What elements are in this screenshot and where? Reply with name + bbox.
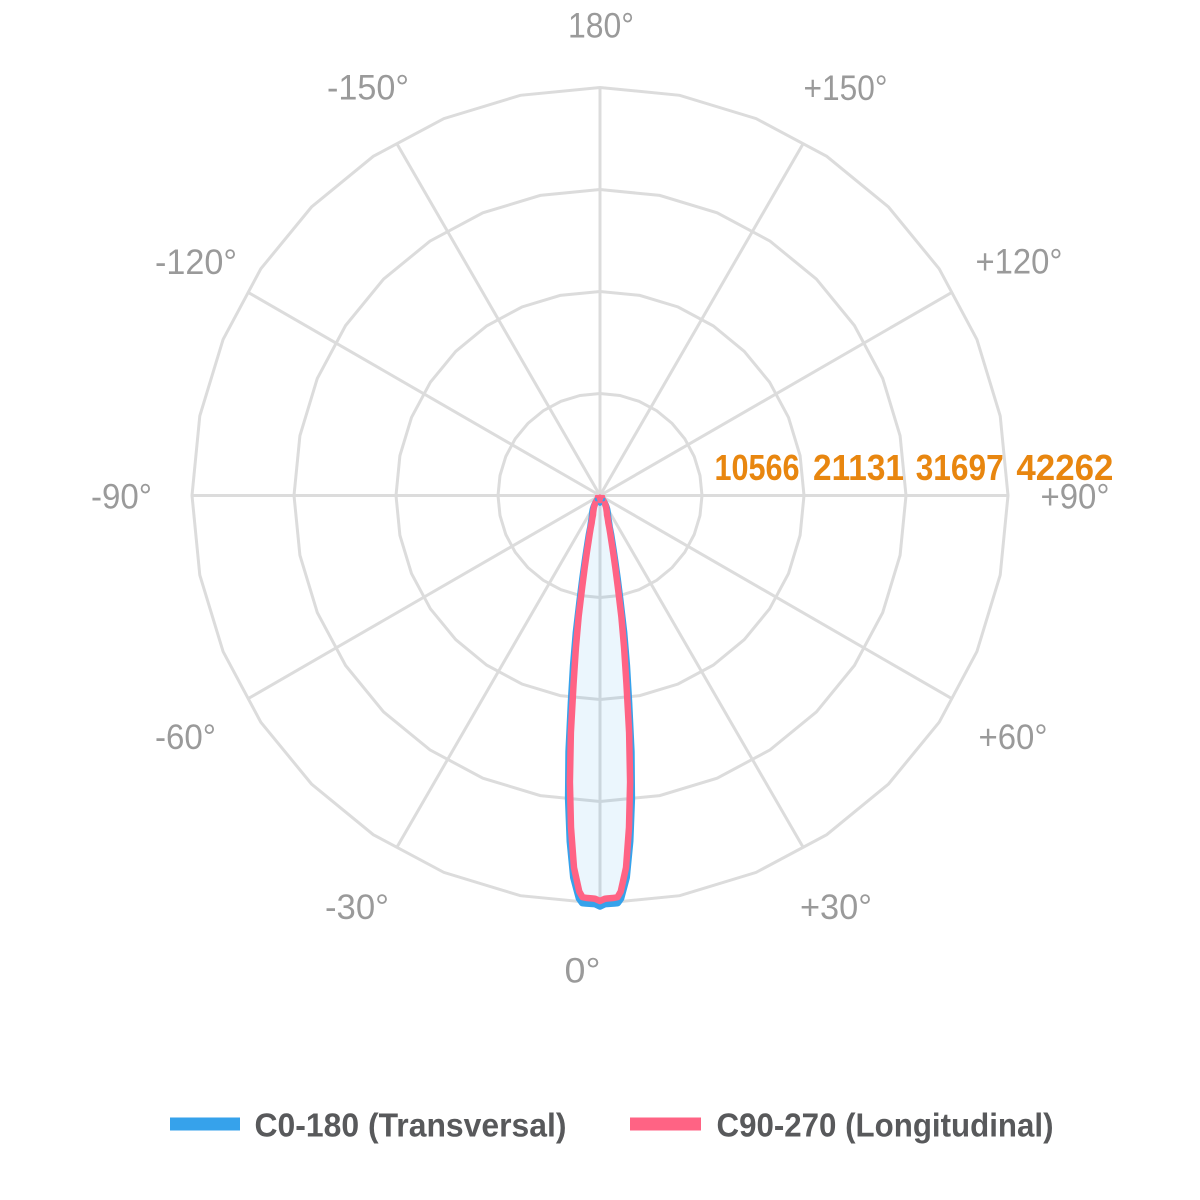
svg-text:+150°: +150° <box>804 69 888 108</box>
svg-text:21131: 21131 <box>813 447 904 488</box>
svg-text:-30°: -30° <box>325 888 389 927</box>
svg-text:-60°: -60° <box>155 718 216 757</box>
svg-text:0°: 0° <box>565 952 601 991</box>
svg-text:-90°: -90° <box>91 478 152 517</box>
svg-text:-150°: -150° <box>327 69 409 108</box>
svg-text:31697: 31697 <box>916 447 1004 488</box>
svg-text:10566: 10566 <box>715 447 800 488</box>
svg-text:C0-180 (Transversal): C0-180 (Transversal) <box>255 1107 567 1144</box>
svg-text:+90°: +90° <box>1041 478 1110 517</box>
svg-text:42262: 42262 <box>1016 447 1113 488</box>
svg-text:C90-270 (Longitudinal): C90-270 (Longitudinal) <box>717 1107 1054 1144</box>
svg-text:-120°: -120° <box>155 243 237 282</box>
svg-text:+60°: +60° <box>979 718 1048 757</box>
svg-text:+30°: +30° <box>800 888 872 927</box>
svg-text:180°: 180° <box>568 7 634 46</box>
svg-text:+120°: +120° <box>976 243 1063 282</box>
